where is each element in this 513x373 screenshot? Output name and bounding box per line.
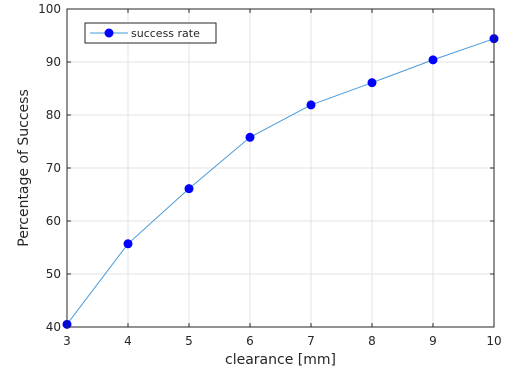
x-tick-label: 7 (307, 334, 315, 348)
data-point (184, 184, 194, 194)
series-line (66, 38, 495, 325)
legend-marker (104, 28, 114, 38)
y-tick-label: 50 (46, 267, 61, 281)
data-point (306, 100, 316, 110)
legend-label: success rate (131, 27, 200, 40)
series-layer (62, 34, 499, 329)
x-tick-label: 9 (429, 334, 437, 348)
data-point (367, 78, 377, 88)
x-axis-label: clearance [mm] (225, 352, 336, 368)
legend-box (84, 22, 217, 44)
data-point (123, 239, 133, 249)
ticks: 3 4 5 6 7 8 9 10 40 50 60 70 80 90 100 (38, 2, 502, 348)
y-tick-label: 60 (46, 214, 61, 228)
y-tick-label: 80 (46, 108, 61, 122)
data-point (428, 55, 438, 65)
y-tick-label: 100 (38, 2, 61, 16)
y-tick-label: 40 (46, 320, 61, 334)
legend: success rate (84, 22, 217, 44)
x-tick-label: 6 (246, 334, 254, 348)
x-tick-label: 3 (63, 334, 71, 348)
x-tick-label: 8 (368, 334, 376, 348)
x-tick-label: 5 (185, 334, 193, 348)
y-axis-label: Percentage of Success (16, 89, 32, 247)
x-tick-label: 10 (486, 334, 501, 348)
data-point (245, 132, 255, 142)
y-tick-label: 70 (46, 161, 61, 175)
x-tick-label: 4 (124, 334, 132, 348)
y-tick-label: 90 (46, 55, 61, 69)
grid (66, 8, 495, 328)
